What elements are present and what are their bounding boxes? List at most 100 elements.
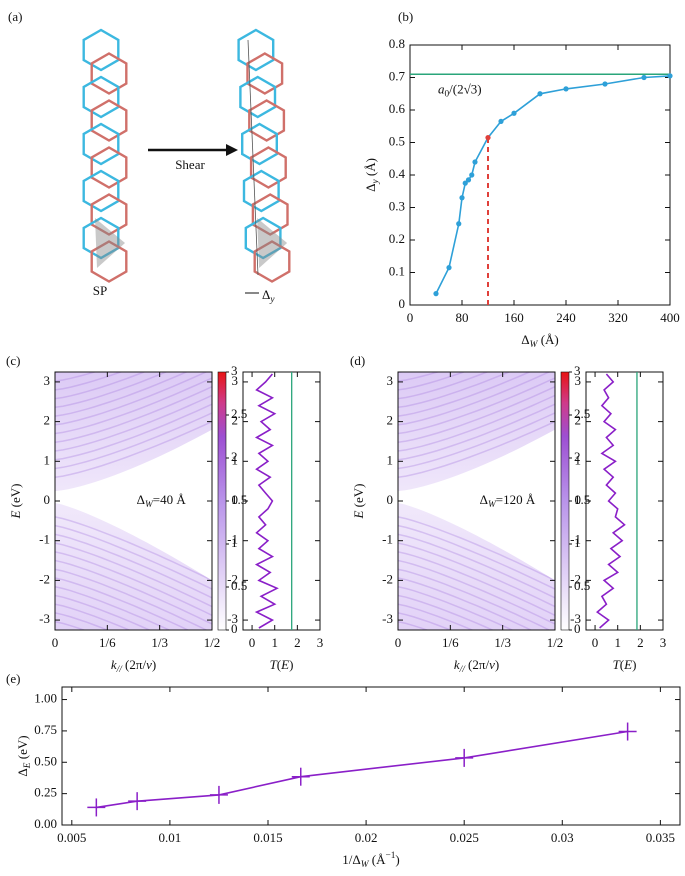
data-point <box>602 81 608 87</box>
band-stripe <box>398 620 430 630</box>
label-part: E <box>623 657 632 672</box>
x-tick-label: 0 <box>249 635 256 650</box>
y-tick-label: 0.6 <box>389 101 406 116</box>
band-stripe <box>398 372 511 409</box>
label-part: W <box>145 500 154 510</box>
x-axis-label: k// (2π/v) <box>111 657 156 675</box>
y-tick-label: -2 <box>227 571 238 586</box>
label-part: ( <box>620 657 624 672</box>
band-stripe <box>55 372 208 426</box>
band-stripe <box>55 568 208 630</box>
label-part: (2π/ <box>122 657 147 672</box>
annotation: ΔW=40 Å <box>137 492 187 510</box>
x-axis-label: 1/ΔW (Å−1) <box>342 851 400 870</box>
label-part: /(2√3) <box>449 81 481 96</box>
data-line <box>96 730 628 809</box>
x-tick-label: 1/2 <box>547 635 564 650</box>
y-tick-label: 0.7 <box>389 68 406 83</box>
x-tick-label: 0.015 <box>253 830 282 845</box>
shift-label: Δy <box>262 287 275 305</box>
shift-guide <box>247 39 259 276</box>
band-stripe <box>55 585 171 630</box>
hexagon <box>90 99 128 142</box>
y-tick-label: 2 <box>575 413 582 428</box>
label-part: W <box>361 860 370 870</box>
band-stripe <box>55 551 212 616</box>
plot-frame <box>61 686 681 826</box>
x-tick-label: 1/3 <box>494 635 511 650</box>
y-tick-label: 0 <box>387 492 394 507</box>
y-tick-label: 0.75 <box>34 722 57 737</box>
label-part: T <box>613 657 621 672</box>
y-tick-label: 0.1 <box>389 263 405 278</box>
data-point <box>128 792 147 811</box>
hexagon <box>240 122 278 166</box>
label-part: W <box>488 500 497 510</box>
y-tick-label: 0.25 <box>34 785 57 800</box>
x-tick-label: 400 <box>660 310 680 325</box>
y-tick-label: 0.4 <box>389 166 406 181</box>
hexagon <box>90 240 128 283</box>
band-stripe <box>398 420 555 478</box>
band-stripe <box>55 594 152 630</box>
y-tick-label: 0 <box>575 492 582 507</box>
colorbar-tick-label: 3 <box>574 363 581 378</box>
band-stripe <box>398 577 533 630</box>
x-tick-label: 3 <box>317 635 324 650</box>
y-tick-label: -2 <box>382 571 393 586</box>
band-stripe <box>398 585 514 630</box>
colorbar-tick-label: 2 <box>574 449 581 464</box>
band-stripe <box>398 542 555 608</box>
colorbar-tick-label: 0 <box>231 621 238 636</box>
label-part: ) <box>395 852 399 867</box>
hexagon <box>82 169 120 213</box>
data-point <box>563 86 569 92</box>
hexagon <box>244 216 282 260</box>
band-stripe <box>398 568 551 630</box>
band-gap <box>398 429 555 581</box>
y-tick-label: 1 <box>44 452 51 467</box>
label-part: ) <box>152 657 156 672</box>
label-part: (eV) <box>8 483 23 510</box>
colorbar <box>217 371 227 631</box>
y-tick-label: -3 <box>227 611 238 626</box>
y-tick-label: 0.2 <box>389 231 405 246</box>
data-point <box>537 91 543 97</box>
band-stripe <box>398 551 555 616</box>
panel-label: (d) <box>350 353 365 368</box>
sp-label: SP <box>93 283 107 298</box>
band-stripe <box>398 372 551 426</box>
label-part: y <box>371 179 381 185</box>
band-stripe <box>398 533 555 599</box>
label-part: T <box>270 657 278 672</box>
x-tick-label: 0.02 <box>355 830 378 845</box>
label-part: (eV) <box>15 735 30 762</box>
y-tick-label: -1 <box>39 532 50 547</box>
band-stripe <box>55 559 212 625</box>
band-stripe <box>398 372 490 400</box>
x-tick-label: 0.035 <box>646 830 675 845</box>
band-stripe <box>398 308 555 364</box>
label-part: (Å) <box>537 332 558 347</box>
label-part: E <box>280 657 289 672</box>
band-stripe <box>55 394 212 452</box>
band-stripe <box>55 372 123 391</box>
y-tick-label: 3 <box>575 373 582 388</box>
band-stripe <box>55 386 212 444</box>
x-tick-label: 2 <box>294 635 301 650</box>
label-part: −1 <box>385 851 395 861</box>
label-part: (Å <box>369 852 387 867</box>
y-axis-label: Δy (Å) <box>363 158 381 192</box>
y-axis-label: E (eV) <box>8 483 23 519</box>
data-line <box>435 75 671 294</box>
x-tick-label: 0.025 <box>450 830 479 845</box>
annotation: ΔW=120 Å <box>480 492 536 510</box>
hexagon <box>90 52 128 95</box>
band-stripe <box>55 542 212 608</box>
x-tick-label: 320 <box>608 310 628 325</box>
band-stripe <box>55 577 190 630</box>
label-part: v <box>146 657 152 672</box>
label-part: Δ <box>480 492 488 507</box>
label-part: E <box>23 762 33 769</box>
